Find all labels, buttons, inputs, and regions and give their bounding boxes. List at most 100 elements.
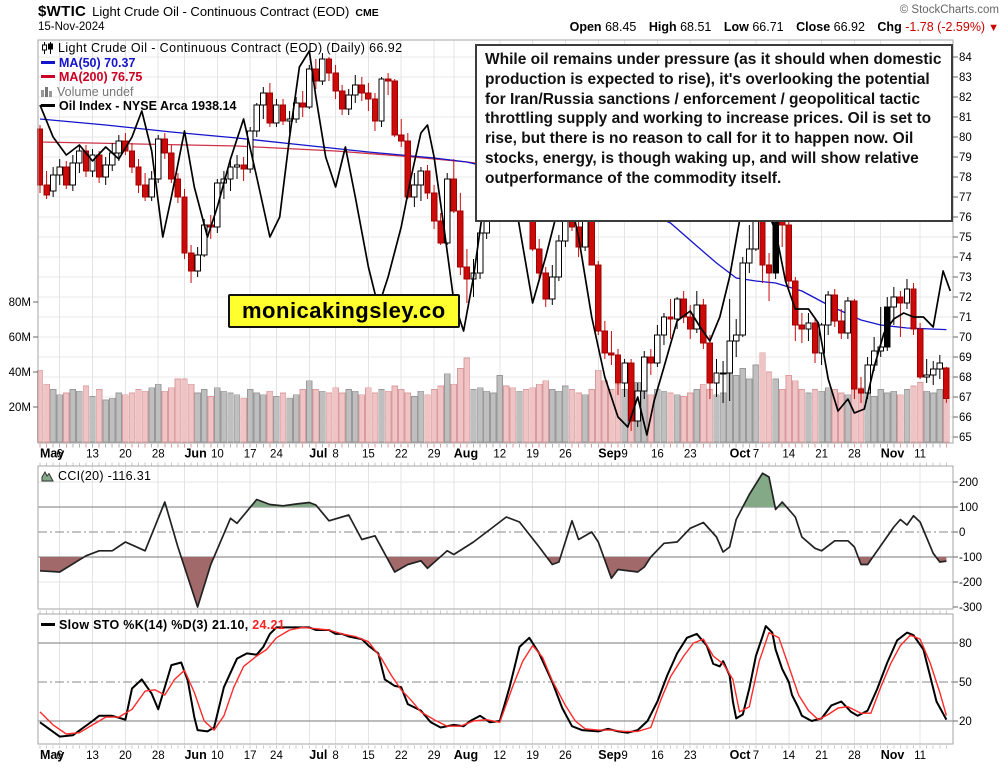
- svg-text:66: 66: [959, 412, 972, 424]
- chg-label: Chg: [877, 20, 902, 34]
- svg-text:20: 20: [119, 750, 132, 762]
- svg-text:7: 7: [753, 750, 759, 762]
- svg-text:7: 7: [753, 449, 759, 461]
- svg-text:17: 17: [244, 750, 257, 762]
- svg-text:67: 67: [959, 392, 972, 404]
- svg-text:12: 12: [493, 750, 506, 762]
- svg-text:82: 82: [959, 92, 972, 104]
- svg-text:74: 74: [959, 252, 972, 264]
- svg-text:29: 29: [428, 750, 441, 762]
- svg-text:Jun: Jun: [184, 447, 206, 461]
- svg-text:13: 13: [86, 449, 99, 461]
- high-label: High: [648, 20, 677, 34]
- svg-text:28: 28: [152, 449, 165, 461]
- svg-text:79: 79: [959, 152, 972, 164]
- svg-text:6: 6: [57, 750, 63, 762]
- exchange-label: CME: [355, 7, 379, 19]
- svg-text:22: 22: [395, 449, 408, 461]
- low-label: Low: [723, 20, 749, 34]
- svg-text:100: 100: [959, 502, 978, 514]
- instrument-name: Light Crude Oil - Continuous Contract (E…: [92, 4, 350, 19]
- svg-text:73: 73: [959, 272, 972, 284]
- svg-text:28: 28: [152, 750, 165, 762]
- svg-text:May: May: [40, 748, 64, 762]
- svg-text:76: 76: [959, 212, 972, 224]
- svg-text:20: 20: [959, 716, 972, 728]
- svg-text:22: 22: [395, 750, 408, 762]
- svg-text:8: 8: [332, 449, 338, 461]
- cci-legend: CCI(20) -116.31: [41, 469, 151, 483]
- svg-text:28: 28: [848, 750, 861, 762]
- oil-index-line-swatch: [41, 104, 55, 108]
- svg-text:Oct: Oct: [730, 447, 752, 461]
- svg-text:81: 81: [959, 112, 972, 124]
- svg-text:77: 77: [959, 192, 972, 204]
- chart-date: 15-Nov-2024: [38, 21, 105, 33]
- svg-text:Jul: Jul: [309, 447, 327, 461]
- svg-text:20: 20: [119, 449, 132, 461]
- svg-text:12: 12: [493, 449, 506, 461]
- svg-text:6: 6: [57, 449, 63, 461]
- high-value: 68.51: [680, 20, 712, 34]
- svg-text:11: 11: [914, 449, 926, 461]
- svg-text:60M: 60M: [9, 332, 31, 344]
- svg-text:17: 17: [244, 449, 257, 461]
- svg-text:Aug: Aug: [454, 748, 478, 762]
- ohlc-quote-bar: Open 68.45 High 68.51 Low 66.71 Close 66…: [561, 20, 999, 34]
- sto-line-swatch: [41, 623, 55, 627]
- svg-text:24: 24: [270, 449, 283, 461]
- down-triangle-icon: ▼: [988, 22, 999, 34]
- svg-text:71: 71: [959, 312, 972, 324]
- cci-mountain-icon: [41, 470, 54, 482]
- close-value: 66.92: [833, 20, 865, 34]
- ma200-line-swatch: [41, 75, 55, 79]
- svg-text:9: 9: [621, 750, 627, 762]
- ticker-symbol: $WTIC: [38, 3, 87, 20]
- ma50-line-swatch: [41, 60, 55, 64]
- svg-text:10: 10: [211, 750, 224, 762]
- low-value: 66.71: [752, 20, 784, 34]
- svg-text:26: 26: [559, 750, 572, 762]
- svg-text:80: 80: [959, 132, 972, 144]
- svg-text:Nov: Nov: [881, 447, 905, 461]
- svg-text:16: 16: [651, 449, 664, 461]
- svg-text:-100: -100: [959, 552, 982, 564]
- svg-text:40M: 40M: [9, 367, 31, 379]
- svg-text:Sep: Sep: [598, 447, 621, 461]
- stockcharts-credit: © StockCharts.com: [899, 4, 999, 16]
- svg-text:75: 75: [959, 232, 972, 244]
- svg-text:19: 19: [526, 449, 539, 461]
- svg-text:65: 65: [959, 432, 972, 444]
- svg-text:200: 200: [959, 477, 978, 489]
- open-value: 68.45: [605, 20, 637, 34]
- annotation-note: While oil remains under pressure (as it …: [475, 44, 953, 222]
- svg-text:21: 21: [815, 449, 828, 461]
- svg-text:15: 15: [362, 750, 375, 762]
- svg-text:69: 69: [959, 352, 972, 364]
- svg-text:-300: -300: [959, 602, 982, 614]
- svg-text:21: 21: [815, 750, 828, 762]
- svg-text:78: 78: [959, 172, 972, 184]
- svg-text:28: 28: [848, 449, 861, 461]
- svg-text:72: 72: [959, 292, 972, 304]
- svg-text:Sep: Sep: [598, 748, 621, 762]
- svg-text:68: 68: [959, 372, 972, 384]
- svg-text:83: 83: [959, 72, 972, 84]
- svg-text:Aug: Aug: [454, 447, 478, 461]
- legend-volume: Volume undef: [41, 85, 402, 100]
- svg-text:19: 19: [526, 750, 539, 762]
- svg-text:Jul: Jul: [309, 748, 327, 762]
- legend-ma50: MA(50) 70.37: [41, 56, 402, 71]
- svg-text:Oct: Oct: [730, 748, 752, 762]
- sto-legend: Slow STO %K(14) %D(3) 21.10, 24.21: [41, 618, 285, 632]
- svg-text:15: 15: [362, 449, 375, 461]
- svg-text:May: May: [40, 447, 64, 461]
- svg-text:29: 29: [428, 449, 441, 461]
- svg-text:Jun: Jun: [184, 748, 206, 762]
- svg-text:Nov: Nov: [881, 748, 905, 762]
- svg-text:13: 13: [86, 750, 99, 762]
- sto-k-value: 21.10,: [211, 618, 249, 632]
- svg-text:50: 50: [959, 677, 972, 689]
- sto-d-value: 24.21: [252, 618, 286, 632]
